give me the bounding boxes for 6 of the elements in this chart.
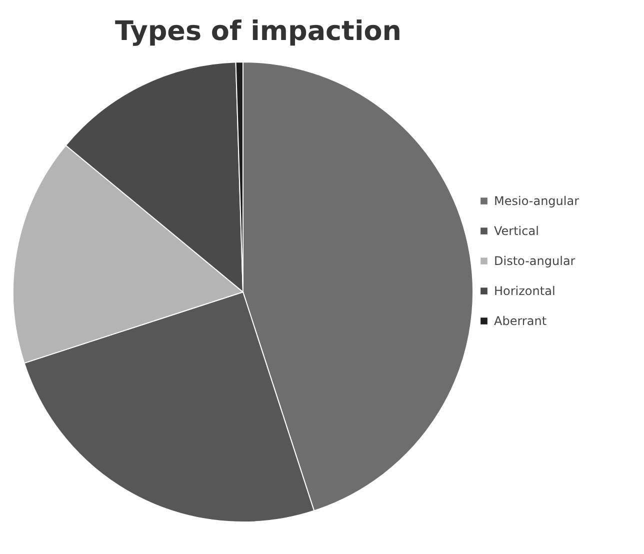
legend-label: Horizontal	[494, 284, 556, 298]
legend-label: Mesio-angular	[494, 194, 580, 208]
legend-label: Vertical	[494, 224, 539, 238]
legend-label: Disto-angular	[494, 254, 576, 268]
legend-label: Aberrant	[494, 314, 547, 328]
chart-title: Types of impaction	[115, 16, 402, 47]
